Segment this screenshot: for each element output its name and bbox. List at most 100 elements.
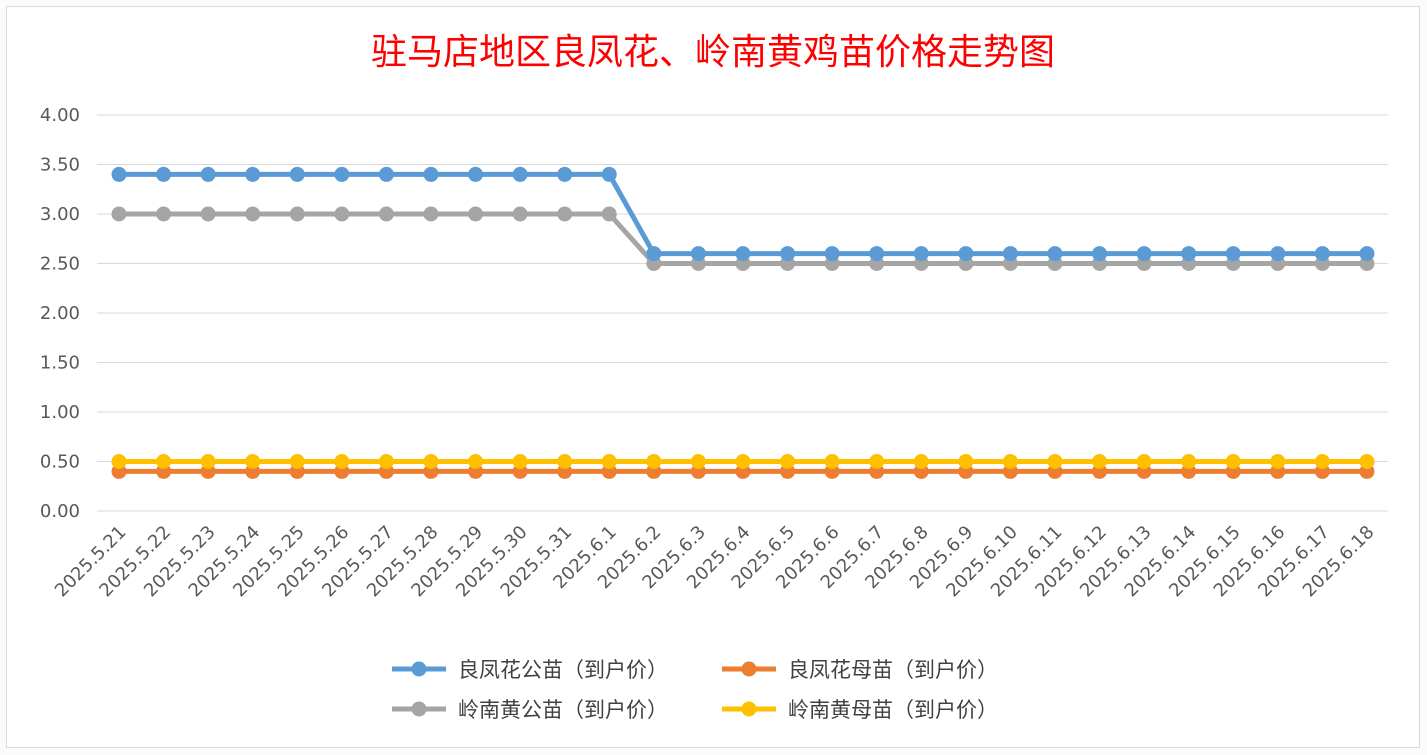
- data-point: [111, 166, 127, 182]
- chart-title: 驻马店地区良凤花、岭南黄鸡苗价格走势图: [371, 32, 1055, 73]
- data-point: [824, 454, 840, 469]
- data-point: [245, 166, 261, 182]
- data-point: [824, 246, 840, 262]
- data-point: [958, 246, 974, 262]
- data-point: [557, 206, 573, 222]
- data-point: [468, 166, 484, 182]
- data-point: [1047, 246, 1063, 262]
- data-point: [646, 246, 662, 262]
- legend-item: 良凤花母苗（到户价）: [722, 658, 998, 682]
- data-point: [958, 454, 974, 469]
- data-point: [378, 166, 394, 182]
- data-point: [1136, 454, 1152, 469]
- data-point: [378, 454, 394, 469]
- data-point: [468, 454, 484, 469]
- data-point: [334, 454, 350, 469]
- data-point: [245, 454, 261, 469]
- legend-label: 良凤花母苗（到户价）: [788, 658, 998, 682]
- data-point: [1225, 246, 1241, 262]
- legend-label: 良凤花公苗（到户价）: [458, 658, 668, 682]
- y-tick-label: 0.50: [40, 452, 80, 473]
- data-point: [156, 206, 172, 222]
- series-3: [111, 454, 1375, 469]
- data-point: [557, 454, 573, 469]
- data-point: [1314, 454, 1330, 469]
- data-point: [1359, 246, 1375, 262]
- data-point: [1270, 246, 1286, 262]
- legend-marker: [741, 701, 757, 717]
- data-point: [1181, 246, 1197, 262]
- data-point: [200, 166, 216, 182]
- data-point: [780, 454, 796, 469]
- legend-marker: [411, 661, 427, 677]
- y-tick-label: 3.50: [40, 155, 80, 176]
- data-point: [1002, 246, 1018, 262]
- data-point: [423, 166, 439, 182]
- data-point: [1092, 454, 1108, 469]
- legend-item: 良凤花公苗（到户价）: [392, 658, 668, 682]
- data-point: [512, 166, 528, 182]
- data-point: [735, 246, 751, 262]
- y-tick-label: 4.00: [40, 105, 80, 126]
- data-point: [200, 454, 216, 469]
- legend-marker: [741, 661, 757, 677]
- data-point: [601, 206, 617, 222]
- data-point: [111, 206, 127, 222]
- data-point: [1359, 454, 1375, 469]
- y-axis-ticks: 0.00 0.50 1.00 1.50 2.00 2.50 3.00 3.50 4.00: [40, 105, 80, 522]
- series-0: [111, 166, 1375, 262]
- data-point: [468, 206, 484, 222]
- data-point: [334, 166, 350, 182]
- data-point: [1002, 454, 1018, 469]
- y-tick-label: 0.00: [40, 501, 80, 522]
- data-point: [601, 454, 617, 469]
- chart-area: [6, 6, 1420, 748]
- data-point: [1314, 246, 1330, 262]
- data-point: [646, 454, 662, 469]
- data-point: [1047, 454, 1063, 469]
- data-point: [423, 454, 439, 469]
- data-point: [1225, 454, 1241, 469]
- data-point: [601, 166, 617, 182]
- data-point: [200, 206, 216, 222]
- data-point: [913, 246, 929, 262]
- data-point: [378, 206, 394, 222]
- legend-item: 岭南黄母苗（到户价）: [722, 698, 998, 722]
- data-point: [780, 246, 796, 262]
- data-point: [1136, 246, 1152, 262]
- data-point: [557, 166, 573, 182]
- data-point: [690, 246, 706, 262]
- legend-label: 岭南黄母苗（到户价）: [788, 698, 998, 722]
- data-point: [156, 454, 172, 469]
- data-point: [512, 454, 528, 469]
- y-tick-label: 2.00: [40, 303, 80, 324]
- data-point: [913, 454, 929, 469]
- data-point: [869, 246, 885, 262]
- data-point: [334, 206, 350, 222]
- data-point: [289, 206, 305, 222]
- data-point: [869, 454, 885, 469]
- data-point: [423, 206, 439, 222]
- data-point: [1181, 454, 1197, 469]
- series-lines: [111, 166, 1375, 479]
- y-tick-label: 1.50: [40, 353, 80, 374]
- y-tick-label: 1.00: [40, 402, 80, 423]
- data-point: [111, 454, 127, 469]
- legend-marker: [411, 701, 427, 717]
- data-point: [1270, 454, 1286, 469]
- legend-label: 岭南黄公苗（到户价）: [458, 698, 668, 722]
- data-point: [512, 206, 528, 222]
- data-point: [156, 166, 172, 182]
- series-2: [111, 206, 1375, 271]
- legend: 良凤花公苗（到户价） 良凤花母苗（到户价） 岭南黄公苗（到户价） 岭南黄母苗（到户价）: [392, 658, 998, 722]
- data-point: [245, 206, 261, 222]
- y-tick-label: 2.50: [40, 254, 80, 275]
- legend-item: 岭南黄公苗（到户价）: [392, 698, 668, 722]
- data-point: [1092, 246, 1108, 262]
- data-point: [690, 454, 706, 469]
- y-tick-label: 3.00: [40, 204, 80, 225]
- data-point: [289, 454, 305, 469]
- data-point: [735, 454, 751, 469]
